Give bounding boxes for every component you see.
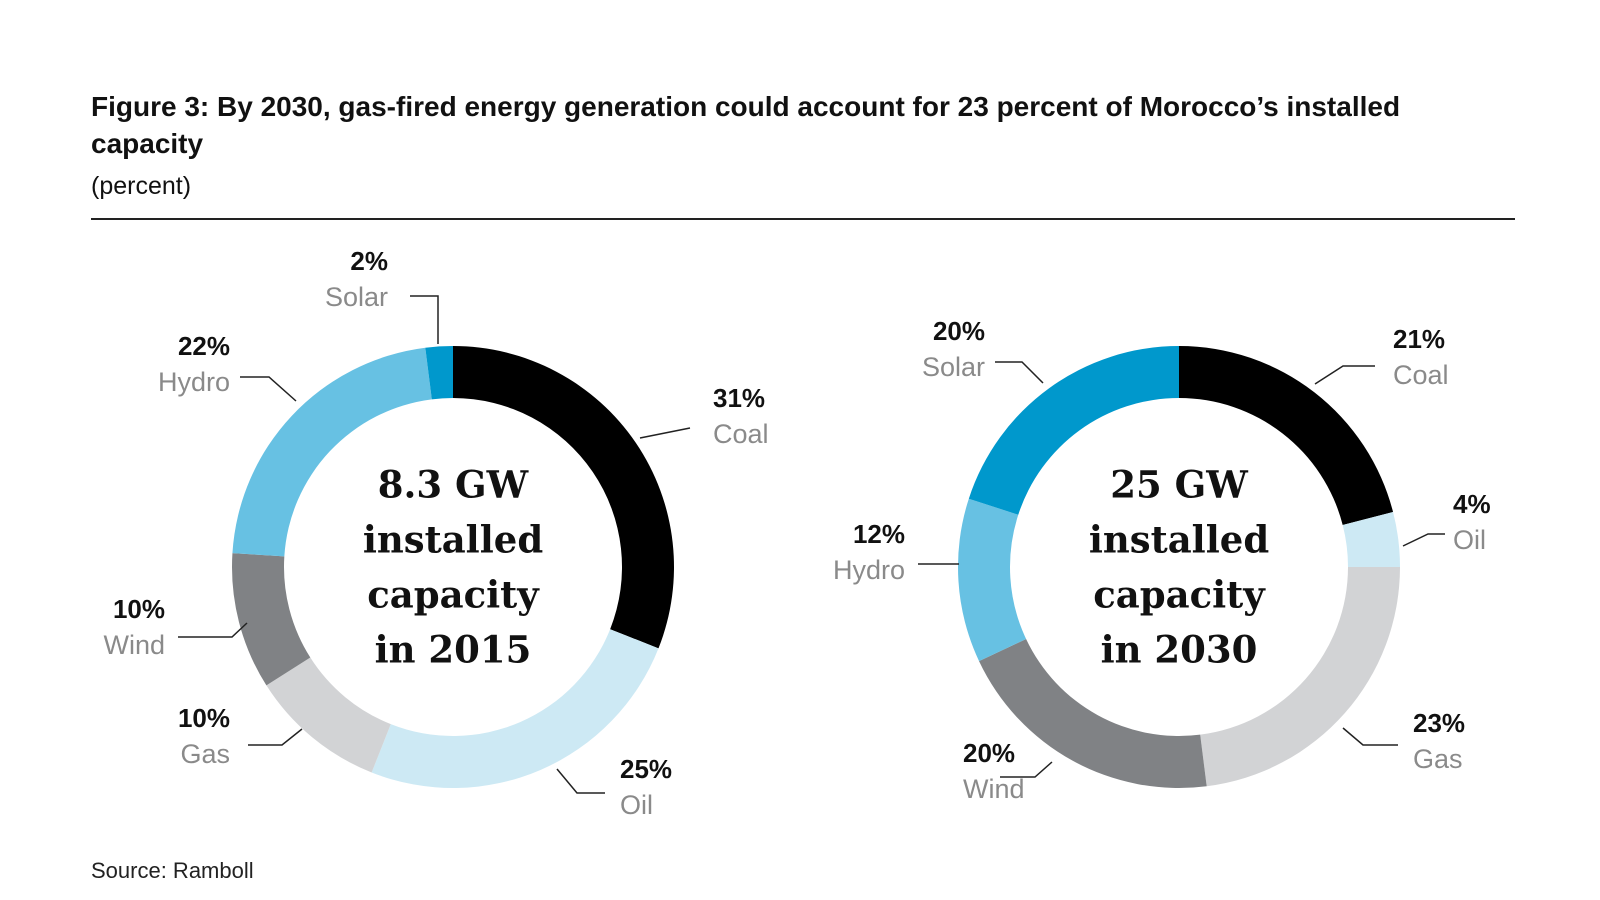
category-label-wind: Wind [963,774,1025,804]
category-label-coal: Coal [1393,360,1449,390]
title-divider [91,218,1515,220]
leader-line-coal [1314,365,1375,385]
slice-coal [453,346,675,649]
category-label-gas: Gas [1413,744,1463,774]
slice-gas [1200,567,1400,787]
leader-line-coal [639,427,691,439]
center-label-line: capacity [367,573,540,617]
leader-line-solar [410,295,439,344]
donut-chart-1: 8.3 GW installed capacity in 2015 31% Coal 25%… [103,246,768,820]
category-label-solar: Solar [922,352,985,382]
category-label-wind: Wind [103,630,165,660]
leader-line-oil [556,768,605,794]
leader-line-solar [995,361,1044,384]
category-label-solar: Solar [325,282,388,312]
leader-line-wind [1000,761,1053,778]
data-label-wind: 10% [113,594,165,624]
center-label-line: capacity [1093,573,1266,617]
center-label-line: 25 GW [1110,463,1248,507]
data-label-gas: 23% [1413,708,1465,738]
data-label-oil: 4% [1453,489,1491,519]
category-label-hydro: Hydro [158,367,230,397]
leader-line-oil [1402,533,1445,547]
center-label-line: installed [1089,518,1269,562]
slice-gas [266,657,391,773]
slice-wind [979,638,1207,788]
data-label-coal: 21% [1393,324,1445,354]
category-label-coal: Coal [713,419,769,449]
donut-chart-2: 25 GW installed capacity in 2030 21% Coal 4% Oi… [833,316,1491,804]
slice-coal [1179,346,1394,525]
leader-line-wind [178,622,248,638]
data-label-oil: 25% [620,754,672,784]
data-label-hydro: 12% [853,519,905,549]
chart-subtitle: (percent) [91,172,192,200]
category-label-oil: Oil [620,790,653,820]
slice-solar [425,346,453,400]
category-label-oil: Oil [1453,525,1486,555]
source-note: Source: Ramboll [91,858,254,883]
data-label-solar: 2% [350,246,388,276]
data-label-hydro: 22% [178,331,230,361]
leader-line-gas [1342,727,1398,746]
chart-title: Figure 3: By 2030, gas-fired energy gene… [91,91,1401,159]
slice-wind [232,553,311,686]
slice-hydro [958,498,1027,662]
center-label-line: installed [363,518,543,562]
data-label-gas: 10% [178,703,230,733]
slice-oil [1342,512,1400,567]
data-label-wind: 20% [963,738,1015,768]
data-label-coal: 31% [713,383,765,413]
slice-solar [968,346,1179,515]
center-label-line: 8.3 GW [378,463,529,507]
center-label-line: in 2030 [1101,628,1258,672]
slice-hydro [232,347,432,557]
center-label-line: in 2015 [375,628,532,672]
data-label-solar: 20% [933,316,985,346]
category-label-gas: Gas [180,739,230,769]
slice-oil [371,629,659,788]
category-label-hydro: Hydro [833,555,905,585]
leader-line-gas [248,728,303,746]
leader-line-hydro [240,376,297,402]
